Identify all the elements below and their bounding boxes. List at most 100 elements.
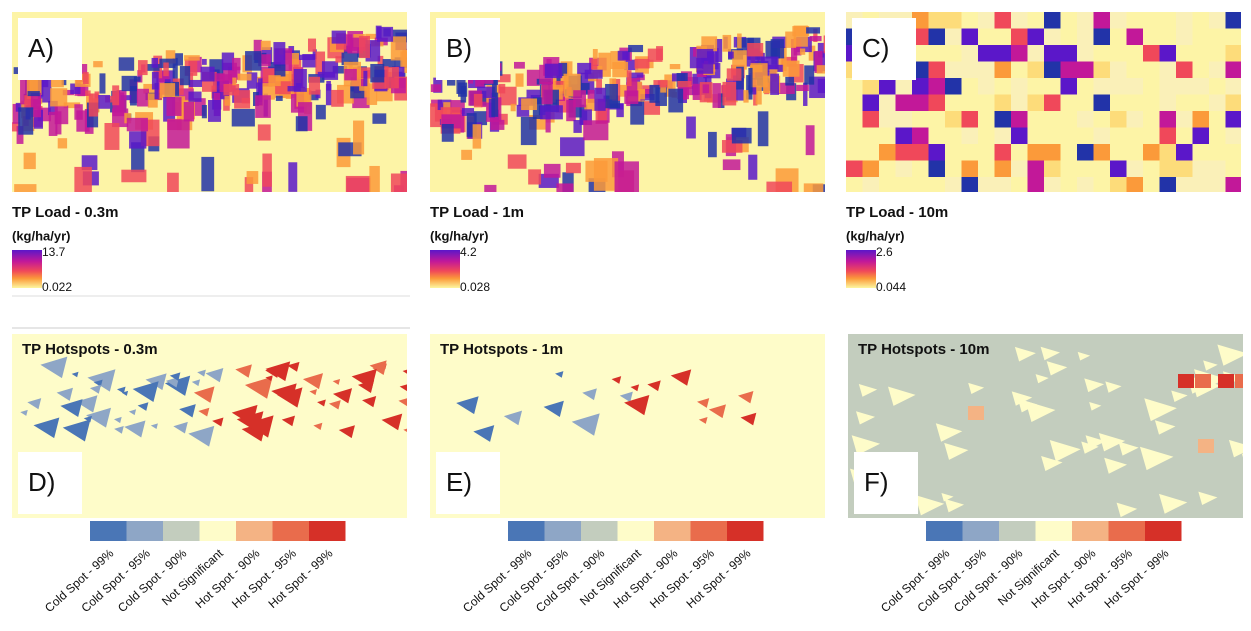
map-feature — [758, 111, 769, 146]
map-cell — [1077, 78, 1094, 95]
map-cell — [1143, 111, 1160, 128]
map-feature — [670, 64, 680, 69]
map-feature — [473, 124, 482, 148]
legend-label: Hot Spot - 99% — [684, 546, 754, 611]
map-feature — [818, 79, 835, 93]
map-feature — [756, 86, 762, 105]
map-cell — [1209, 111, 1226, 128]
map-feature — [796, 85, 809, 91]
legend-swatch — [90, 521, 127, 541]
map-feature — [318, 72, 335, 78]
map-cell — [1176, 161, 1193, 178]
map-feature — [585, 70, 603, 79]
map-cell — [978, 144, 995, 161]
map-cell — [912, 161, 929, 178]
map-feature — [276, 96, 283, 101]
map-cell — [1028, 12, 1045, 29]
map-cell — [1226, 161, 1243, 178]
map-cell — [1160, 78, 1177, 95]
map-cell — [1143, 161, 1160, 178]
map-cell — [962, 111, 979, 128]
map-feature — [202, 105, 207, 118]
map-feature — [668, 89, 683, 113]
map-feature — [335, 56, 342, 62]
legend-swatch — [727, 521, 764, 541]
map-feature — [605, 84, 618, 108]
map-feature — [18, 107, 33, 134]
map-cell — [945, 29, 962, 46]
map-cell — [962, 29, 979, 46]
map-feature — [527, 90, 541, 98]
map-cell — [1061, 128, 1078, 145]
map-cell — [1160, 12, 1177, 29]
map-feature — [359, 36, 370, 58]
map-cell — [879, 177, 896, 194]
map-cell — [1077, 62, 1094, 79]
map-cell — [1193, 95, 1210, 112]
map-cell — [1193, 177, 1210, 194]
map-cell — [1028, 177, 1045, 194]
map-cell — [995, 95, 1012, 112]
unit-label: (kg/ha/yr) — [12, 228, 71, 243]
map-cell — [1226, 177, 1243, 194]
map-feature — [122, 76, 137, 91]
map-feature — [630, 101, 644, 124]
map-cell — [1176, 45, 1193, 62]
map-feature — [385, 67, 399, 88]
map-feature — [804, 65, 814, 84]
map-cell — [929, 78, 946, 95]
map-feature — [573, 120, 581, 133]
map-cell — [1028, 95, 1045, 112]
map-cell — [962, 78, 979, 95]
map-feature — [516, 73, 524, 86]
map-cell — [995, 78, 1012, 95]
map-feature — [255, 95, 271, 118]
map-cell — [995, 62, 1012, 79]
panel-title: TP Hotspots - 10m — [858, 341, 989, 358]
map-cell — [879, 161, 896, 178]
map-cell — [995, 128, 1012, 145]
map-feature — [138, 60, 148, 75]
map-feature — [804, 183, 824, 217]
map-feature — [697, 49, 714, 74]
map-cell — [929, 111, 946, 128]
map-cell — [1077, 95, 1094, 112]
map-feature — [431, 84, 441, 92]
colorbar-min: 0.028 — [460, 280, 490, 294]
map-cell — [962, 144, 979, 161]
map-cell — [945, 62, 962, 79]
map-cell — [1209, 78, 1226, 95]
map-cell — [846, 177, 863, 194]
map-feature — [703, 84, 709, 93]
map-cell — [945, 111, 962, 128]
map-feature — [528, 169, 541, 184]
map-cell — [1094, 177, 1111, 194]
map-feature — [649, 85, 659, 103]
map-cell — [945, 161, 962, 178]
map-cell — [879, 128, 896, 145]
map-feature — [99, 73, 105, 93]
map-cell — [1110, 111, 1127, 128]
map-cell — [929, 62, 946, 79]
map-feature — [391, 36, 407, 60]
map-cell — [1176, 177, 1193, 194]
map-cell — [1044, 95, 1061, 112]
map-cell — [1143, 78, 1160, 95]
map-feature — [258, 124, 271, 140]
map-feature — [262, 154, 271, 187]
map-cell — [978, 111, 995, 128]
map-cell — [846, 128, 863, 145]
map-feature — [98, 95, 110, 109]
map-cell — [912, 111, 929, 128]
map-feature — [794, 26, 808, 47]
map-cell — [1127, 45, 1144, 62]
map-feature — [184, 55, 200, 60]
map-cell — [1193, 62, 1210, 79]
figure: A)TP Load - 0.3m(kg/ha/yr)13.70.022B)TP … — [0, 0, 1251, 631]
legend-swatch — [1072, 521, 1109, 541]
map-cell — [1061, 12, 1078, 29]
legend-swatch — [999, 521, 1036, 541]
legend-swatch — [127, 521, 164, 541]
map-feature — [514, 62, 525, 69]
map-cell — [1061, 45, 1078, 62]
